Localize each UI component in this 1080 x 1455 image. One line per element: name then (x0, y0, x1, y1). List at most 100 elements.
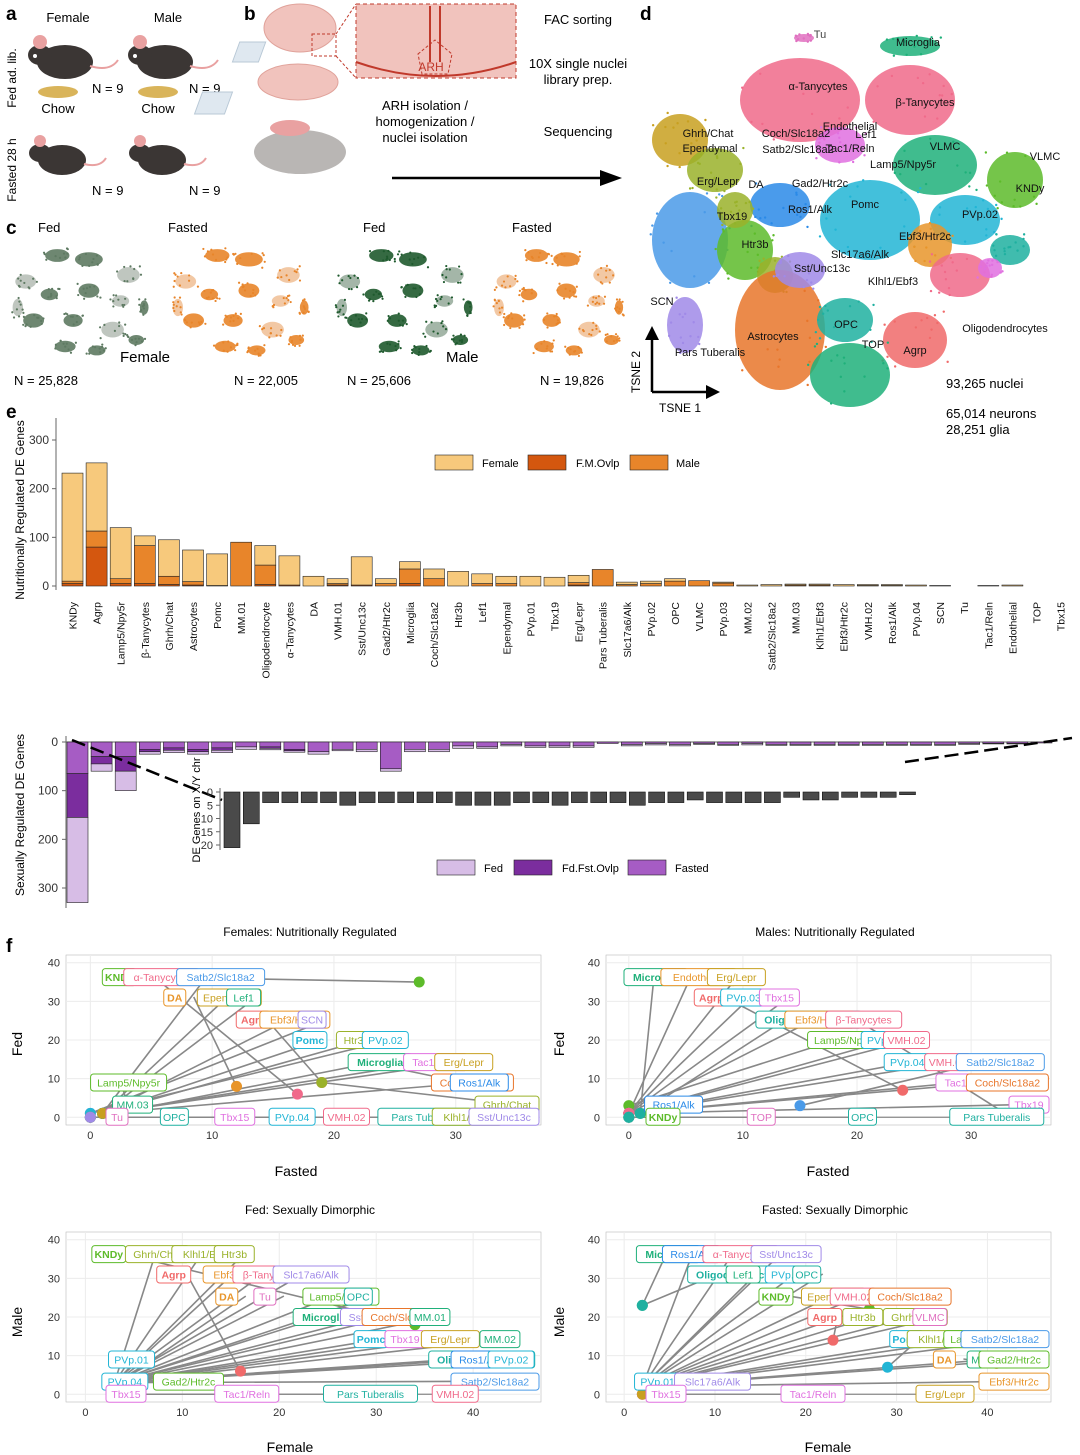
tsne-point (667, 334, 671, 338)
tsne-point (826, 309, 830, 312)
bar-segment (543, 576, 566, 587)
tsne-point (216, 297, 219, 300)
tsne-point (546, 326, 549, 329)
point-label-box (159, 1107, 189, 1126)
tsne-point (380, 295, 384, 298)
tsne-point (739, 162, 742, 166)
y-tick-label: 10 (588, 1351, 600, 1363)
tsne-point (393, 260, 396, 263)
category-label: Ghrh/Chat (164, 602, 176, 651)
tsne-point (454, 343, 457, 346)
tsne-point (397, 342, 400, 346)
tsne-point (211, 253, 215, 256)
point-label: DA (219, 1292, 235, 1304)
bar-segment (428, 748, 450, 753)
tsne-point (939, 36, 943, 39)
data-point (84, 1111, 96, 1123)
bar (879, 791, 897, 798)
bar-segment (934, 744, 956, 746)
bar-segment (355, 748, 378, 753)
tsne-point (598, 302, 601, 305)
arrow-head-icon (645, 326, 659, 340)
label-leader-line (114, 1315, 393, 1384)
bar-segment (109, 527, 132, 579)
bar-segment (741, 743, 764, 746)
tsne-point (301, 334, 304, 337)
tsne-point (573, 295, 576, 298)
tsne-point (806, 32, 810, 36)
tsne-point (254, 294, 257, 297)
tsne-point (509, 326, 512, 330)
tsne-point (604, 333, 607, 336)
tsne-point (430, 321, 433, 324)
tsne-point (802, 92, 805, 96)
tsne-point (1022, 245, 1025, 248)
tsne-point (112, 294, 115, 297)
point-label-box (706, 968, 766, 987)
tsne-point (813, 345, 817, 348)
y-tick-label: 30 (48, 996, 60, 1008)
tsne-point (355, 286, 359, 289)
tsne-point (776, 273, 780, 276)
tsne-point (929, 102, 933, 106)
tsne-point (770, 222, 773, 225)
panel-e-letter: e (6, 402, 17, 423)
tsne-point (996, 260, 999, 264)
legend-swatch-female (434, 454, 474, 471)
tsne-point (530, 292, 533, 295)
tsne-point (806, 40, 809, 43)
tsne-point (203, 289, 206, 293)
tsne-point (703, 211, 706, 214)
point-label: PVp.02 (368, 1035, 403, 1047)
tsne-point (757, 208, 760, 211)
tsne-point (741, 369, 744, 372)
tsne-cluster-blob (183, 313, 205, 328)
bar-segment (90, 756, 113, 765)
category-label: Klhl1/Ebf3 (815, 602, 827, 650)
tsne-point (772, 138, 776, 141)
n-label: N = 9 (92, 81, 123, 96)
category-label: KNDy (68, 601, 80, 629)
point-label: α-Tanycytes (134, 972, 190, 984)
tsne-point (582, 330, 585, 333)
tsne-point (686, 120, 690, 123)
tsne-point (994, 254, 998, 258)
point-label-box (932, 1350, 956, 1369)
tsne-point (863, 154, 866, 157)
tsne-point (350, 319, 353, 322)
y-tick-label: 200 (29, 482, 49, 496)
tsne-cluster-blob (234, 252, 263, 267)
bar (802, 791, 820, 801)
bar (609, 791, 627, 803)
bar-segment (452, 741, 474, 747)
tsne-cluster-blob (553, 252, 580, 267)
tsne-point (551, 342, 554, 345)
panel-e: e Nutritionally Regulated DE Genes 01002… (6, 402, 1073, 908)
tsne-point (210, 248, 213, 251)
tsne-point (368, 298, 372, 301)
tsne-point (535, 347, 538, 350)
tsne-point (350, 288, 353, 291)
tsne-point (965, 257, 969, 261)
tsne-point (772, 275, 776, 278)
tsne-point (458, 339, 462, 342)
tsne-point (987, 259, 990, 262)
neurons-count: 65,014 neurons (946, 406, 1037, 421)
tsne-point (173, 272, 176, 275)
tsne-point (925, 246, 928, 249)
point-label: Pomc (357, 1334, 386, 1346)
tsne-point (806, 383, 809, 387)
nutritional-ylabel: Nutritionally Regulated DE Genes (13, 420, 27, 599)
bar-segment (163, 741, 185, 749)
cluster-label: Pomc (851, 199, 880, 211)
tsne-point (278, 269, 281, 272)
tsne-point (178, 284, 182, 287)
tsne-point (546, 345, 549, 348)
point-label: Agrp (813, 1312, 838, 1324)
tsne-point (175, 305, 178, 308)
bar-segment (235, 741, 257, 748)
point-label-box (253, 1287, 277, 1306)
tsne-point (664, 125, 667, 129)
point-label: KNDy (762, 1292, 791, 1304)
bar-segment (187, 751, 209, 755)
